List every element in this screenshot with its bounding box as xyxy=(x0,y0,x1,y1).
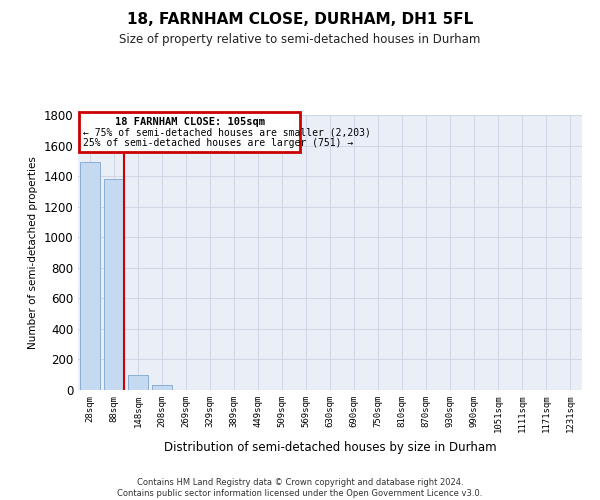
Text: 25% of semi-detached houses are larger (751) →: 25% of semi-detached houses are larger (… xyxy=(83,138,353,148)
Bar xyxy=(104,179,124,390)
Text: 18 FARNHAM CLOSE: 105sqm: 18 FARNHAM CLOSE: 105sqm xyxy=(115,118,265,128)
Text: ← 75% of semi-detached houses are smaller (2,203): ← 75% of semi-detached houses are smalle… xyxy=(83,127,371,137)
X-axis label: Distribution of semi-detached houses by size in Durham: Distribution of semi-detached houses by … xyxy=(164,441,496,454)
FancyBboxPatch shape xyxy=(79,112,300,152)
Text: Contains HM Land Registry data © Crown copyright and database right 2024.
Contai: Contains HM Land Registry data © Crown c… xyxy=(118,478,482,498)
Bar xyxy=(128,374,148,390)
Text: Size of property relative to semi-detached houses in Durham: Size of property relative to semi-detach… xyxy=(119,32,481,46)
Bar xyxy=(152,386,172,390)
Bar xyxy=(80,162,100,390)
Text: 18, FARNHAM CLOSE, DURHAM, DH1 5FL: 18, FARNHAM CLOSE, DURHAM, DH1 5FL xyxy=(127,12,473,28)
Y-axis label: Number of semi-detached properties: Number of semi-detached properties xyxy=(28,156,38,349)
